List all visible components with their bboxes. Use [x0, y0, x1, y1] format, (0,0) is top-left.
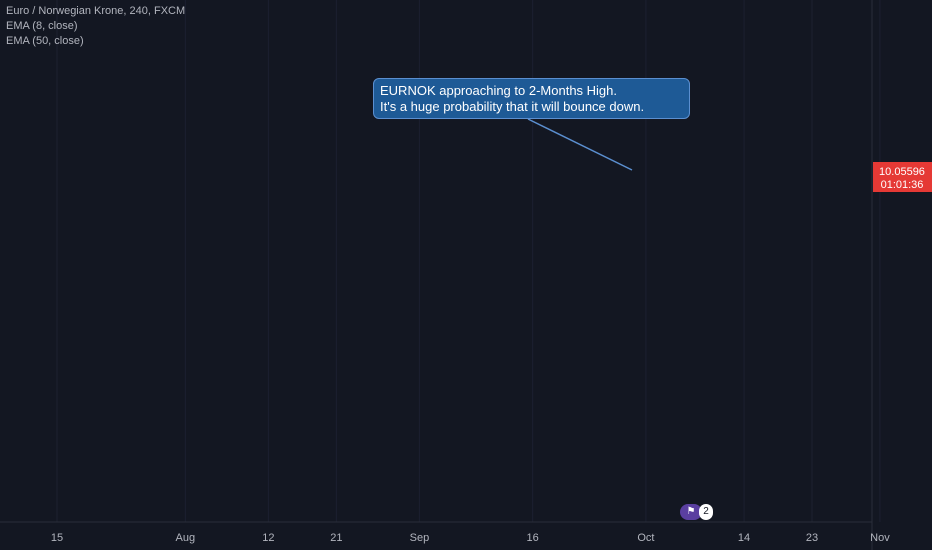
events-flag-icon[interactable]: ⚑ — [680, 504, 702, 520]
time-tick-label: 23 — [806, 532, 818, 544]
time-tick-label: Sep — [410, 532, 430, 544]
price-tag: 10.05596 01:01:36 — [873, 162, 932, 192]
time-tick-label: Oct — [637, 532, 654, 544]
price-tag-box — [873, 162, 932, 192]
time-tick-label: Nov — [870, 532, 890, 544]
time-tick-label: 14 — [738, 532, 750, 544]
annotation-callout[interactable]: EURNOK approaching to 2-Months High. It'… — [373, 78, 690, 119]
ema-slow-label[interactable]: EMA (50, close) — [6, 35, 84, 47]
callout-pointer — [527, 118, 633, 171]
time-axis[interactable]: 15 Aug 12 21 Sep 16 Oct 14 23 Nov — [51, 532, 890, 544]
events-count-badge[interactable]: 2 — [699, 504, 713, 520]
time-tick-label: 21 — [330, 532, 342, 544]
ema-fast-label[interactable]: EMA (8, close) — [6, 20, 78, 32]
time-tick-label: 16 — [527, 532, 539, 544]
symbol-title[interactable]: Euro / Norwegian Krone, 240, FXCM — [6, 5, 186, 17]
time-tick-label: 12 — [262, 532, 274, 544]
time-tick-label: Aug — [176, 532, 196, 544]
price-tag-value: 10.05596 — [879, 166, 925, 178]
price-tag-countdown: 01:01:36 — [881, 179, 924, 191]
chart-legend: Euro / Norwegian Krone, 240, FXCM EMA (8… — [6, 4, 185, 49]
annotation-line-1: EURNOK approaching to 2-Months High. — [380, 83, 618, 98]
annotation-line-2: It's a huge probability that it will bou… — [380, 99, 645, 114]
time-tick-label: 15 — [51, 532, 63, 544]
